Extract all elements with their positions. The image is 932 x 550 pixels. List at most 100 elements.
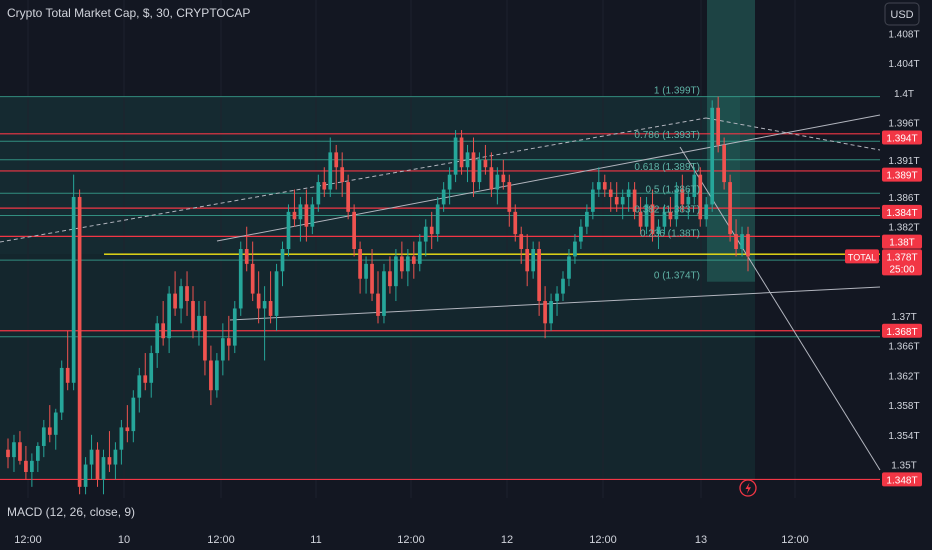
candle-body [376,293,380,316]
candle-body [95,449,100,480]
candle-body [680,189,685,205]
candle-body [304,204,309,227]
candle-body [585,211,589,227]
candle-body [197,315,201,331]
price-tag [882,472,922,487]
candle-body [191,301,195,331]
candle-body [179,286,183,309]
candle-body [608,189,613,197]
lightning-icon [745,482,751,494]
candle-body [238,249,243,309]
candle-body [573,241,577,257]
candle-body [167,293,171,339]
candle-body [602,182,607,190]
fib-level-label: 1 (1.399T) [654,86,700,97]
candle-body [543,301,547,324]
candle-body [35,445,40,461]
candle-body [6,449,10,458]
y-tick-label: 1.4T [894,89,914,100]
candle-body [728,182,732,235]
candle-body [710,107,715,205]
time-axis[interactable]: 12:00 10 12:00 11 12:00 12 12:00 13 12:00 [14,534,809,546]
shaded-zones [0,0,755,480]
y-tick-label: 1.358T [888,401,919,412]
grid-lines [27,0,796,498]
candle-body [549,301,553,324]
candle-body [686,196,691,205]
candle-body [537,249,541,302]
currency-button[interactable]: USD [884,2,920,26]
candle-body [137,375,142,398]
candle-body [453,137,458,175]
price-tag-label: 1.348T [886,475,917,486]
candle-body [483,159,488,168]
price-labels: 1.394T1.389T1.384T1.38T1.368T1.348T1.377… [845,130,922,487]
candle-body [489,167,494,190]
x-tick-label: 11 [310,534,321,546]
candle-body [268,301,273,316]
y-tick-label: 1.362T [888,371,919,382]
candle-body [83,464,88,487]
x-tick-label: 12:00 [781,534,809,546]
candle-body [119,427,124,450]
candle-body [286,211,291,249]
candle-body [501,174,506,183]
candle-body [632,189,637,212]
price-tag [882,323,922,338]
price-tag [882,234,922,249]
fib-level-label: 0 (1.374T) [654,271,700,282]
candle-body [579,226,583,242]
alert-button[interactable] [739,479,757,497]
y-tick-label: 1.408T [888,29,919,40]
fib-level-label: 0.5 (1.386T) [646,184,700,195]
candle-body [590,189,595,212]
price-axis[interactable]: 1.408T 1.404T 1.4T 1.396T 1.391T 1.386T 1.382T… [888,29,919,471]
y-tick-label: 1.386T [888,193,919,204]
candle-body [459,137,464,168]
candle-body [394,256,398,287]
candle-body [465,152,470,168]
candle-body [352,211,356,249]
candle-body [495,174,500,190]
candle-body [346,182,351,212]
x-tick-label: 13 [695,534,707,546]
candle-body [18,442,22,461]
candle-body [173,293,177,309]
candle-body [471,152,476,183]
candle-body [143,375,148,383]
candle-body [340,167,345,183]
candle-body [507,182,512,212]
candle-body [185,286,189,302]
price-tag [882,204,922,219]
candle-body [12,442,16,458]
candle-body [656,226,661,235]
candle-body [30,460,34,472]
candle-body [53,412,58,435]
candle-body [668,211,673,220]
candle-body [203,315,207,361]
candle-body [614,196,619,205]
y-tick-label: 1.382T [888,223,919,234]
candle-body [692,174,697,197]
currency-button-label: USD [890,9,913,21]
y-tick-label: 1.35T [891,461,917,472]
indicator-label: MACD (12, 26, close, 9) [7,505,135,519]
candle-body [125,427,130,432]
horizontal-levels [0,96,880,481]
price-tag-label: 1.38T [889,238,915,249]
candle-body [740,234,744,249]
candle-body [244,249,249,264]
candle-body [334,152,339,168]
x-tick-label: 12:00 [207,534,235,546]
last-price-label: 1.378T [886,252,917,263]
price-tag [882,167,922,182]
candle-body [226,338,231,346]
candle-body [47,427,52,435]
candle-body [274,271,279,316]
candle-body [232,308,237,346]
channel-lower-line [229,286,881,321]
candle-body [131,397,136,432]
